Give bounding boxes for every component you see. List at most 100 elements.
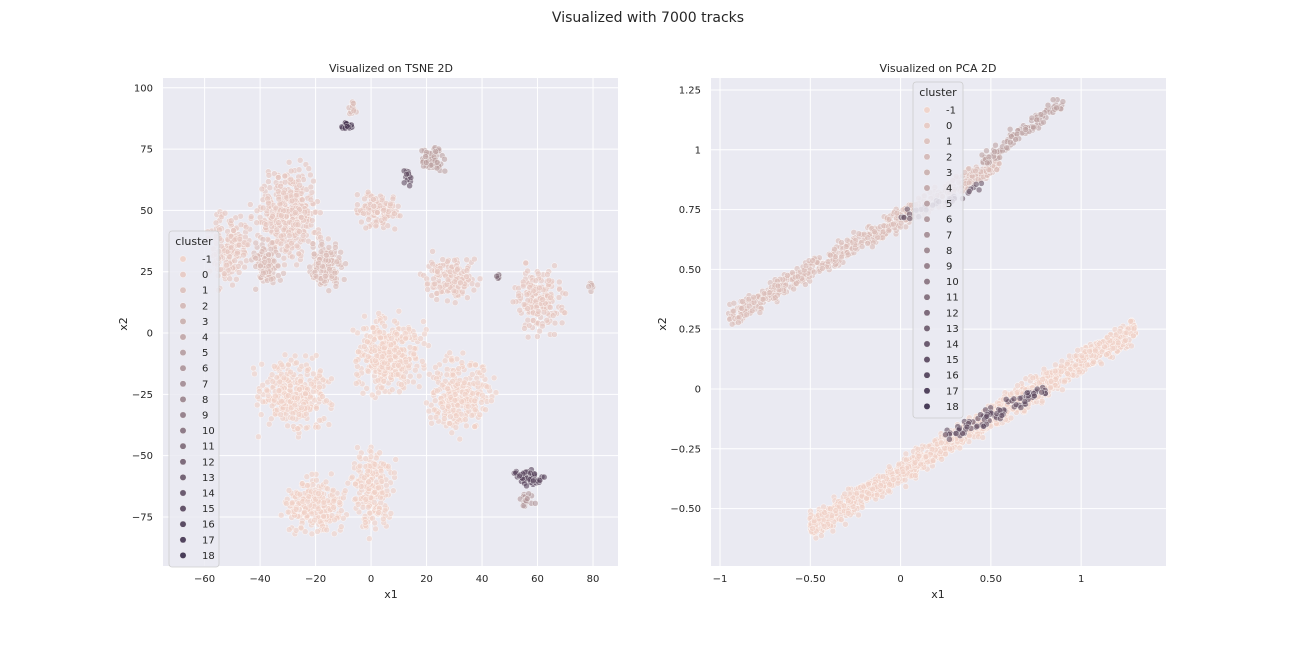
pca-data-point [842,243,850,250]
tsne-data-point [296,182,303,189]
tsne-data-point [307,171,314,179]
tsne-data-point [341,276,348,283]
pca-data-point [915,453,923,460]
pca-data-point [840,502,848,510]
tsne-data-point [281,172,288,180]
tsne-data-point [242,223,250,231]
tsne-data-point [310,250,318,258]
pca-data-point [929,457,937,464]
tsne-data-point [309,240,317,247]
tsne-data-point [288,197,296,205]
pca-data-point [790,285,797,293]
pca-data-point [1039,376,1046,383]
pca-data-point [885,227,892,235]
pca-data-point [772,294,779,301]
tsne-data-point [307,183,315,191]
pca-data-point [1059,98,1067,105]
tsne-data-point [288,239,295,247]
pca-data-point [819,265,826,272]
pca-data-point [966,432,973,439]
tsne-data-point [333,258,340,265]
pca-data-point [855,511,862,519]
tsne-data-point [275,219,282,226]
pca-data-point [842,521,849,528]
tsne-data-point [281,178,289,186]
pca-data-point [1073,352,1080,359]
tsne-data-point [221,210,229,217]
pca-data-point [845,251,852,259]
tsne-points [204,98,596,542]
tsne-data-point [293,191,300,199]
tsne-data-point [265,199,272,207]
pca-data-point [820,503,827,511]
pca-data-point [820,523,828,530]
pca-data-point [877,482,884,489]
pca-data-point [885,216,893,223]
pca-data-point [972,167,979,175]
pca-data-point [1047,384,1054,391]
tsne-data-point [322,273,329,280]
pca-data-point [871,228,878,235]
tsne-data-point [232,214,239,222]
pca-data-point [1006,126,1014,133]
pca-data-point [1115,339,1122,347]
tsne-data-point [299,232,307,239]
tsne-data-point [293,242,301,250]
pca-data-point [938,456,945,463]
pca-data-point [1061,378,1068,386]
tsne-data-point [297,157,304,164]
tsne-data-point [326,265,333,273]
pca-data-point [739,298,746,305]
tsne-data-point [280,255,288,262]
pca-data-point [774,282,782,290]
pca-data-point [824,258,832,265]
pca-data-point [1038,389,1045,396]
pca-data-point [985,166,992,173]
pca-data-point [809,257,816,264]
pca-data-point [1037,111,1045,118]
pca-data-point [885,487,892,495]
pca-data-point [914,446,922,453]
pca-data-point [730,307,737,315]
pca-data-point [841,490,848,498]
tsne-data-point [289,253,296,261]
tsne-data-point [299,196,306,204]
pca-data-point [845,497,852,504]
pca-data-point [1014,382,1021,389]
pca-data-point [903,456,910,464]
tsne-data-point [230,227,237,234]
pca-data-point [1059,386,1066,393]
tsne-data-point [280,189,287,197]
pca-data-point [897,219,905,227]
tsne-data-point [292,209,299,216]
pca-data-point [864,234,871,241]
tsne-data-point [260,204,267,212]
pca-data-point [827,505,834,512]
pca-data-point [832,507,839,514]
tsne-data-point [231,257,238,264]
pca-data-point [963,423,971,431]
pca-data-point [1122,329,1130,337]
pca-data-point [977,411,984,418]
pca-data-point [901,476,909,484]
pca-data-point [984,159,991,167]
tsne-data-point [312,273,320,280]
tsne-data-point [323,251,330,259]
tsne-data-point [223,262,230,269]
pca-data-point [1003,396,1010,403]
tsne-data-point [273,226,280,234]
pca-data-point [858,243,866,250]
pca-data-point [941,445,948,452]
pca-data-point [784,272,791,279]
pca-data-point [1040,118,1047,126]
pca-data-point [879,228,887,236]
pca-data-point [1128,342,1135,350]
tsne-data-point [295,250,302,257]
tsne-data-point [288,167,295,175]
tsne-data-point [298,214,305,221]
pca-data-point [1064,360,1071,368]
tsne-data-point [247,213,255,220]
pca-data-point [1053,104,1060,112]
